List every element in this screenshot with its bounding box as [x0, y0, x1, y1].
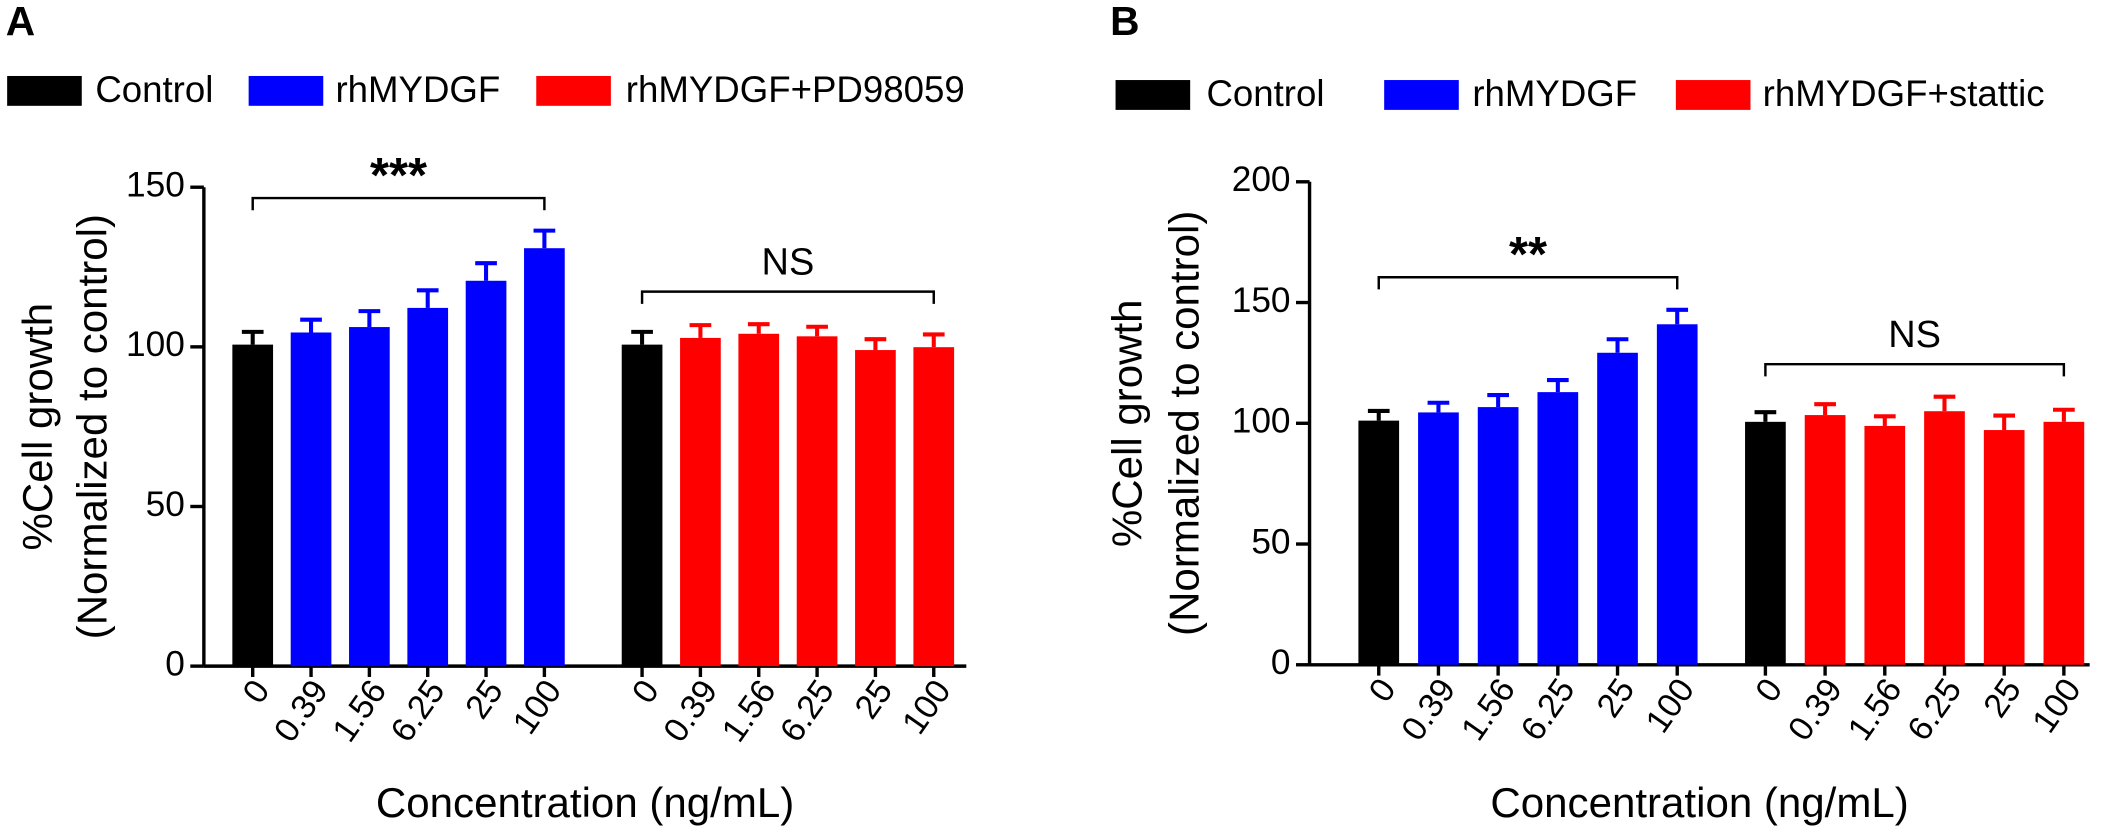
y-axis-label: (Normalized to control) [68, 214, 115, 639]
y-tick-label: 0 [1271, 643, 1291, 682]
y-axis-label: %Cell growth [14, 303, 61, 551]
bar [1983, 430, 2025, 665]
bar [1477, 407, 1519, 665]
bar [680, 337, 721, 667]
bar [1804, 415, 1846, 665]
x-tick-label: 0 [236, 673, 278, 710]
x-tick-label: 100 [2025, 672, 2089, 740]
significance-bracket [1377, 276, 1679, 290]
y-tick-label: 150 [126, 166, 185, 205]
bar [290, 332, 332, 667]
bar [1537, 392, 1579, 665]
bar [855, 350, 896, 667]
y-tick-label: 50 [146, 485, 185, 524]
legend-label: rhMYDGF+stattic [1763, 73, 2045, 114]
x-tick-label: 100 [1638, 672, 1702, 740]
bar [1597, 352, 1638, 665]
legend-label: Control [1206, 73, 1324, 114]
panel-label: A [6, 0, 35, 44]
y-tick-label: 50 [1251, 522, 1290, 561]
x-tick-label: 6.25 [773, 673, 842, 749]
x-tick-label: 1.56 [1454, 672, 1523, 748]
x-tick-label: 0 [1362, 672, 1404, 709]
x-tick-label: 1.56 [1841, 672, 1910, 748]
x-tick-label: 25 [458, 673, 511, 726]
x-tick-label: 25 [1590, 672, 1643, 725]
panel-label: B [1110, 0, 1139, 44]
bar [232, 344, 274, 667]
bar [738, 333, 780, 667]
legend-swatch [7, 75, 82, 106]
x-tick-label: 100 [895, 673, 959, 741]
x-tick-label: 1.56 [325, 673, 394, 749]
bar [621, 344, 663, 667]
x-tick-label: 0.39 [656, 673, 725, 749]
bar [1745, 421, 1786, 665]
x-tick-label: 0 [625, 673, 667, 710]
bar [349, 327, 390, 667]
y-tick-label: 0 [165, 644, 185, 683]
legend-swatch [1675, 80, 1751, 110]
legend-swatch [248, 75, 324, 106]
bar [465, 280, 507, 667]
legend-label: Control [95, 69, 213, 110]
x-tick-label: 100 [506, 673, 570, 741]
bar [796, 336, 838, 667]
legend-swatch [1115, 80, 1191, 110]
significance-bracket [1764, 362, 2066, 377]
x-tick-label: 25 [847, 673, 900, 726]
legend-label: rhMYDGF+PD98059 [626, 69, 965, 110]
y-tick-label: 100 [126, 325, 185, 364]
x-tick-label: 0.39 [1394, 672, 1463, 748]
significance-bracket [251, 196, 546, 211]
bar [1656, 324, 1698, 665]
x-tick-label: 6.25 [1514, 672, 1583, 748]
y-tick-label: 100 [1232, 402, 1291, 441]
bar [524, 248, 565, 667]
bar [1358, 420, 1400, 665]
x-tick-label: 1.56 [715, 673, 784, 749]
bar [1924, 411, 1965, 665]
legend-label: rhMYDGF [335, 69, 500, 110]
bar [407, 307, 449, 667]
y-axis-label: %Cell growth [1104, 299, 1151, 547]
x-tick-label: 0.39 [267, 673, 336, 749]
x-tick-label: 6.25 [1900, 672, 1969, 748]
significance-bracket [640, 290, 935, 304]
bar [1418, 412, 1459, 665]
bar [2043, 421, 2085, 665]
legend-label: rhMYDGF [1472, 73, 1637, 114]
significance-label: NS [762, 242, 815, 284]
x-tick-label: 25 [1976, 672, 2029, 725]
legend-swatch [1384, 80, 1459, 110]
y-tick-label: 200 [1232, 160, 1291, 199]
x-tick-label: 0.39 [1781, 672, 1850, 748]
x-axis-label: Concentration (ng/mL) [376, 779, 794, 826]
x-tick-label: 6.25 [383, 673, 452, 749]
legend-swatch [536, 75, 611, 106]
x-axis-label: Concentration (ng/mL) [1490, 779, 1908, 826]
x-tick-label: 0 [1748, 672, 1790, 709]
y-tick-label: 150 [1232, 281, 1291, 320]
significance-label: NS [1888, 314, 1941, 356]
y-axis-label: (Normalized to control) [1161, 211, 1208, 636]
significance-label: *** [370, 149, 427, 203]
significance-label: ** [1509, 228, 1547, 282]
bar [913, 347, 955, 667]
bar [1864, 425, 1906, 665]
